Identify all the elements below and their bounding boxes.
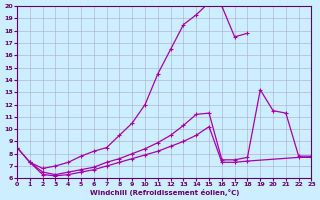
X-axis label: Windchill (Refroidissement éolien,°C): Windchill (Refroidissement éolien,°C): [90, 189, 239, 196]
